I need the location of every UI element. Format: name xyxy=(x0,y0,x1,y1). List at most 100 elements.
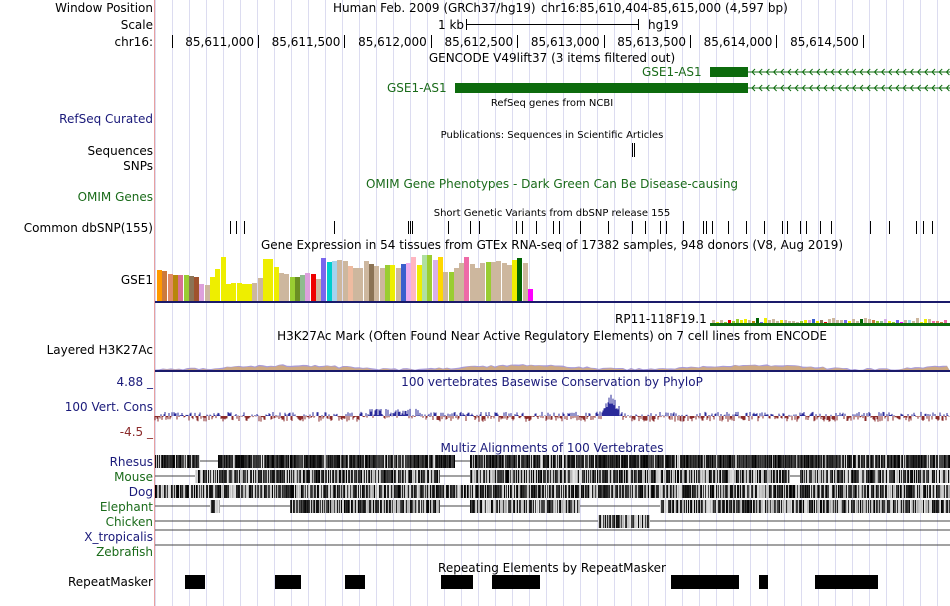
gtex-tissue-bar[interactable] xyxy=(331,261,337,301)
snp-mark[interactable] xyxy=(645,221,646,234)
gtex-tissue-bar[interactable] xyxy=(284,274,290,301)
gtex-tissue-bar[interactable] xyxy=(512,260,518,301)
snp-mark[interactable] xyxy=(412,221,413,234)
snp-mark[interactable] xyxy=(782,221,783,234)
snp-mark[interactable] xyxy=(559,221,560,234)
gtex-tissue-bar[interactable] xyxy=(215,269,221,301)
repeatmasker-track-label[interactable]: RepeatMasker xyxy=(67,575,153,589)
snp-mark[interactable] xyxy=(244,221,245,234)
snp-mark[interactable] xyxy=(553,221,554,234)
gtex-tissue-bar[interactable] xyxy=(310,274,316,301)
gtex-tissue-bar[interactable] xyxy=(326,262,332,301)
snp-mark[interactable] xyxy=(448,221,449,234)
repeat-element-5[interactable] xyxy=(492,575,540,589)
gtex-tissue-bar[interactable] xyxy=(469,264,475,301)
gtex-tissue-bar[interactable] xyxy=(316,279,321,301)
species-mouse[interactable]: Mouse xyxy=(114,470,153,484)
gtex-tissue-bar[interactable] xyxy=(188,276,194,301)
species-zebrafish[interactable]: Zebrafish xyxy=(96,545,153,559)
publication-mark-2[interactable] xyxy=(634,143,635,157)
gtex-tissue-bar[interactable] xyxy=(273,267,279,301)
gtex-tissue-bar[interactable] xyxy=(347,266,353,301)
snp-mark[interactable] xyxy=(787,221,788,234)
snp-mark[interactable] xyxy=(831,221,832,234)
species-dog[interactable]: Dog xyxy=(128,485,153,499)
snp-mark[interactable] xyxy=(230,221,231,234)
refseq-track-label[interactable]: RefSeq Curated xyxy=(59,112,153,126)
gtex-tissue-bar[interactable] xyxy=(443,272,449,301)
gtex-tissue-bar[interactable] xyxy=(194,277,200,301)
repeat-element-2[interactable] xyxy=(275,575,301,589)
gtex-tissue-bar[interactable] xyxy=(406,263,412,301)
gtex-tissue-bar[interactable] xyxy=(490,262,496,301)
gtex-tissue-bar[interactable] xyxy=(305,273,311,301)
gtex-tissue-bar[interactable] xyxy=(199,284,205,301)
gtex-tissue-bar[interactable] xyxy=(374,266,380,301)
publication-mark-1[interactable] xyxy=(632,143,633,157)
gtex-tissue-bar[interactable] xyxy=(278,273,284,301)
snp-mark[interactable] xyxy=(536,221,537,234)
snp-mark[interactable] xyxy=(870,221,871,234)
gtex-tissue-bar[interactable] xyxy=(411,257,417,301)
snp-mark[interactable] xyxy=(236,221,237,234)
snp-mark[interactable] xyxy=(932,221,933,234)
gtex-tissue-bar[interactable] xyxy=(257,278,263,301)
snp-mark[interactable] xyxy=(522,221,523,234)
snp-mark[interactable] xyxy=(683,221,684,234)
gtex-tissue-bar[interactable] xyxy=(268,259,274,301)
gtex-tissue-bar[interactable] xyxy=(241,284,247,301)
snp-mark[interactable] xyxy=(410,221,411,234)
gtex-tissue-bar[interactable] xyxy=(501,263,507,301)
omim-track-label[interactable]: OMIM Genes xyxy=(77,190,153,204)
gtex-tissue-bar[interactable] xyxy=(220,257,226,301)
gtex-tissue-bar[interactable] xyxy=(416,265,422,301)
gtex-tissue-bar[interactable] xyxy=(210,277,215,301)
repeat-element-7[interactable] xyxy=(759,575,768,589)
gtex-tissue-bar[interactable] xyxy=(337,260,343,301)
gene-label-1[interactable]: GSE1-AS1 xyxy=(642,65,702,79)
h3k27ac-track-label[interactable]: Layered H3K27Ac xyxy=(46,343,153,357)
snp-mark[interactable] xyxy=(800,221,801,234)
repeat-element-1[interactable] xyxy=(185,575,205,589)
gtex-tissue-bar[interactable] xyxy=(453,268,459,301)
gtex-tissue-bar[interactable] xyxy=(522,263,528,301)
gtex-tissue-bar[interactable] xyxy=(321,258,327,301)
snp-mark[interactable] xyxy=(516,221,517,234)
gtex-tissue-bar[interactable] xyxy=(204,285,210,301)
species-x-tropicalis[interactable]: X_tropicalis xyxy=(84,530,153,544)
snp-mark[interactable] xyxy=(479,221,480,234)
gtex-tissue-bar[interactable] xyxy=(496,261,502,301)
gtex-tissue-bar[interactable] xyxy=(172,275,178,301)
gene-exon-1[interactable] xyxy=(710,67,748,77)
gtex-tissue-bar[interactable] xyxy=(369,264,374,301)
snp-mark[interactable] xyxy=(666,221,667,234)
gtex-tissue-bar[interactable] xyxy=(225,284,231,301)
gtex-tissue-bar[interactable] xyxy=(517,258,523,301)
dbsnp-track-label[interactable]: Common dbSNP(155) xyxy=(23,221,153,235)
snp-mark[interactable] xyxy=(764,221,765,234)
gse1-gtex-label[interactable]: GSE1 xyxy=(120,273,153,287)
species-elephant[interactable]: Elephant xyxy=(99,500,153,514)
gtex-tissue-bar[interactable] xyxy=(342,261,348,301)
snp-mark[interactable] xyxy=(703,221,704,234)
snp-mark[interactable] xyxy=(889,221,890,234)
gtex-tissue-bar[interactable] xyxy=(167,274,173,301)
gtex-tissue-bar[interactable] xyxy=(422,255,427,301)
sequences-track-label[interactable]: Sequences xyxy=(87,144,153,158)
gene-exon-2[interactable] xyxy=(455,83,748,93)
species-chicken[interactable]: Chicken xyxy=(105,515,153,529)
gtex-tissue-bar[interactable] xyxy=(506,265,512,301)
gtex-tissue-bar[interactable] xyxy=(157,270,162,301)
gtex-tissue-bar[interactable] xyxy=(183,275,189,301)
gtex-tissue-bar[interactable] xyxy=(390,265,396,301)
gtex-tissue-bar[interactable] xyxy=(432,260,438,301)
gtex-tissue-bar[interactable] xyxy=(485,262,491,301)
snp-mark[interactable] xyxy=(408,221,409,234)
snp-mark[interactable] xyxy=(632,221,633,234)
gtex-tissue-bar[interactable] xyxy=(289,277,295,301)
gtex-tissue-bar[interactable] xyxy=(464,257,470,301)
repeat-element-8[interactable] xyxy=(815,575,878,589)
gtex-tissue-bar[interactable] xyxy=(437,257,443,301)
snp-mark[interactable] xyxy=(712,221,713,234)
